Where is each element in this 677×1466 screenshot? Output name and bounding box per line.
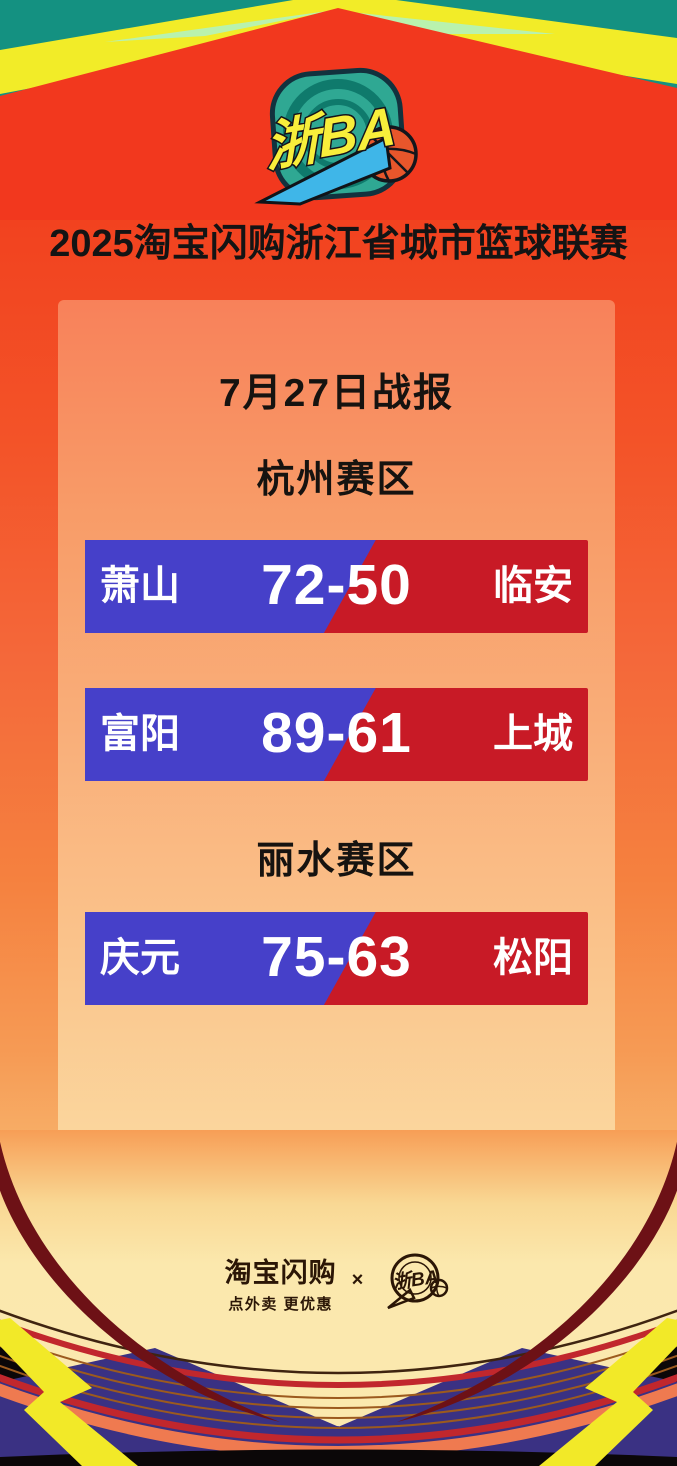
match-score: 72-50 bbox=[261, 553, 412, 617]
home-team-name: 富阳 bbox=[100, 712, 180, 756]
home-team-name: 萧山 bbox=[100, 564, 180, 608]
footer-art bbox=[0, 1130, 677, 1466]
home-team-panel bbox=[85, 912, 376, 1005]
match-bar: 萧山 72-50 临安 bbox=[85, 540, 588, 633]
match-score: 75-63 bbox=[261, 925, 412, 989]
lightning-bolt-right bbox=[539, 1318, 677, 1466]
away-team-name: 松阳 bbox=[493, 936, 573, 980]
badge-wordmark: 浙BA bbox=[264, 96, 398, 179]
report-card: 7月27日战报 杭州赛区 萧山 72-50 临安 富阳 89-61 上城 丽水赛… bbox=[58, 300, 615, 1158]
home-team-panel bbox=[85, 540, 376, 633]
match-bar: 富阳 89-61 上城 bbox=[85, 688, 588, 781]
sponsor-name: 淘宝闪购 bbox=[224, 1257, 337, 1288]
footer-lockup: 淘宝闪购 点外卖 更优惠 × 浙BA bbox=[0, 1250, 677, 1314]
sponsor-tagline: 点外卖 更优惠 bbox=[228, 1295, 333, 1313]
home-team-name: 庆元 bbox=[100, 936, 180, 980]
badge-swoosh bbox=[254, 135, 392, 206]
section-title-lishui: 丽水赛区 bbox=[256, 840, 417, 882]
section-title-hangzhou: 杭州赛区 bbox=[256, 459, 417, 501]
away-team-name: 上城 bbox=[493, 712, 573, 756]
league-badge-logo: 浙BA bbox=[254, 67, 418, 206]
mint-sliver-right bbox=[350, 12, 555, 34]
away-team-name: 临安 bbox=[493, 564, 573, 608]
page-arc bbox=[0, 1319, 677, 1388]
maroon-crescent-right bbox=[397, 1141, 677, 1422]
page-arc bbox=[0, 1309, 677, 1375]
home-team-panel bbox=[85, 688, 376, 781]
match-score: 89-61 bbox=[261, 701, 412, 765]
badge-tail bbox=[387, 1288, 417, 1310]
report-date-title: 7月27日战报 bbox=[218, 372, 455, 415]
match-bar: 庆元 75-63 松阳 bbox=[85, 912, 588, 1005]
lightning-bolt-left bbox=[0, 1318, 138, 1466]
collab-x-separator: × bbox=[351, 1268, 364, 1291]
page-arc bbox=[0, 1374, 677, 1444]
footer-badge-logo: 浙BA bbox=[387, 1253, 449, 1310]
mint-sliver-left bbox=[105, 10, 335, 42]
black-bottom-strip bbox=[0, 1449, 677, 1466]
league-title: 2025淘宝闪购浙江省城市篮球联赛 bbox=[49, 223, 628, 265]
sponsor-logo: 淘宝闪购 点外卖 更优惠 bbox=[225, 1251, 337, 1314]
maroon-crescent-left bbox=[0, 1141, 280, 1422]
